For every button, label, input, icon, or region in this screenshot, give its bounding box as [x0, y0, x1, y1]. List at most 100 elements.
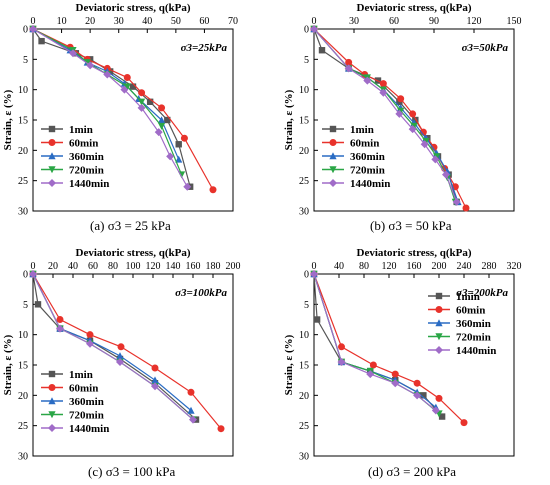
data-point-1min	[175, 141, 182, 148]
series-line-1440min	[32, 273, 194, 421]
y-tick-label: 15	[299, 361, 309, 372]
x-tick-label: 180	[206, 261, 221, 272]
legend-label: 720min	[456, 332, 491, 344]
data-point-60min	[158, 104, 166, 112]
x-tick-label: 60	[88, 261, 98, 272]
y-tick-label: 0	[304, 270, 309, 281]
x-tick-label: 140	[166, 261, 181, 272]
data-point-1440min	[120, 85, 129, 94]
legend-marker	[329, 152, 337, 160]
data-point-60min	[345, 58, 353, 66]
y-tick-label: 10	[18, 330, 28, 341]
x-tick-label: 20	[48, 261, 58, 272]
legend-marker	[48, 179, 56, 187]
data-point-1440min	[86, 339, 94, 348]
y-tick-label: 30	[18, 207, 28, 218]
data-point-60min	[435, 394, 443, 402]
chart-panel-2: 0 30 60 90 120 150 0 5 10 15 20 25 30 Deviatoric stre…	[283, 2, 522, 218]
y-tick-label: 25	[299, 176, 309, 187]
data-point-720min	[410, 122, 418, 130]
data-point-1440min	[431, 406, 440, 415]
x-tick-label: 60	[199, 16, 209, 27]
data-point-60min	[460, 419, 468, 427]
y-tick-label: 25	[299, 421, 309, 432]
data-point-1440min	[420, 140, 429, 149]
confining-pressure-label: σ3=50kPa	[462, 42, 509, 54]
y-axis-label: Strain, ε (%)	[283, 334, 295, 395]
data-point-1440min	[442, 170, 450, 179]
data-point-1440min	[69, 49, 77, 58]
caption-a: (a) σ3 = 25 kPa	[90, 218, 171, 233]
legend-marker	[435, 292, 443, 300]
confining-pressure-label: σ3=100kPa	[175, 287, 227, 299]
y-tick-label: 20	[299, 391, 309, 402]
data-point-60min	[462, 204, 470, 212]
series-line-1min	[313, 28, 458, 203]
x-tick-label: 160	[186, 261, 201, 272]
y-tick-label: 5	[23, 300, 28, 311]
x-tick-label: 40	[68, 261, 78, 272]
data-point-1min	[34, 301, 42, 308]
chart-panel-1: 0 10 20 30 40 50 60 70 0 5 10 15 20 25 30 Deviatoric st…	[2, 2, 238, 218]
legend-label: 1440min	[350, 178, 390, 190]
data-point-1440min	[310, 270, 318, 278]
legend-marker	[48, 139, 56, 146]
x-tick-label: 30	[114, 16, 124, 27]
legend-label: 720min	[350, 165, 385, 177]
x-tick-label: 90	[429, 16, 439, 27]
y-tick-label: 5	[304, 55, 309, 66]
x-axis-label: Deviatoric stress, q(kPa)	[357, 2, 472, 14]
x-tick-label: 80	[108, 261, 118, 272]
x-tick-label: 0	[312, 261, 317, 272]
data-point-60min	[56, 316, 64, 323]
series-line-1440min	[313, 28, 458, 203]
data-point-720min	[137, 98, 146, 106]
data-point-1440min	[86, 61, 95, 70]
y-tick-label: 0	[23, 25, 28, 36]
legend-label: 1min	[69, 124, 93, 136]
legend-label: 360min	[350, 151, 385, 163]
x-tick-label: 160	[407, 261, 422, 272]
y-tick-label: 30	[299, 452, 309, 463]
data-point-60min	[187, 388, 195, 396]
legend-label: 360min	[456, 318, 491, 330]
data-point-60min	[391, 370, 399, 378]
legend-label: 1440min	[456, 345, 496, 357]
data-point-60min	[379, 80, 387, 88]
data-point-1440min	[413, 391, 422, 400]
data-point-60min	[151, 364, 159, 372]
y-tick-label: 25	[18, 421, 28, 432]
data-point-1440min	[116, 357, 124, 366]
series-line-720min	[313, 28, 456, 203]
data-point-1440min	[363, 76, 372, 85]
data-point-1440min	[395, 109, 404, 118]
data-point-720min	[157, 122, 166, 130]
data-point-60min	[123, 74, 131, 82]
data-point-1440min	[310, 25, 318, 33]
data-point-60min	[419, 128, 427, 136]
data-point-1440min	[344, 64, 353, 73]
data-point-60min	[369, 361, 377, 369]
y-tick-label: 20	[18, 391, 28, 402]
x-tick-label: 50	[171, 16, 181, 27]
y-axis-label: Strain, ε (%)	[2, 89, 14, 150]
legend-label: 360min	[69, 396, 104, 408]
confining-pressure-label: σ3=200kPa	[456, 287, 508, 299]
data-point-360min	[151, 376, 159, 384]
data-point-60min	[409, 110, 417, 118]
data-point-720min	[123, 83, 131, 91]
data-point-60min	[138, 89, 146, 97]
x-tick-label: 120	[382, 261, 397, 272]
y-tick-label: 20	[18, 146, 28, 157]
legend-marker	[48, 424, 56, 432]
legend-label: 60min	[456, 305, 485, 317]
y-tick-label: 15	[18, 361, 28, 372]
data-point-1440min	[154, 128, 163, 137]
y-tick-label: 5	[23, 55, 28, 66]
data-point-1min	[420, 392, 427, 399]
legend-label: 60min	[69, 138, 98, 150]
